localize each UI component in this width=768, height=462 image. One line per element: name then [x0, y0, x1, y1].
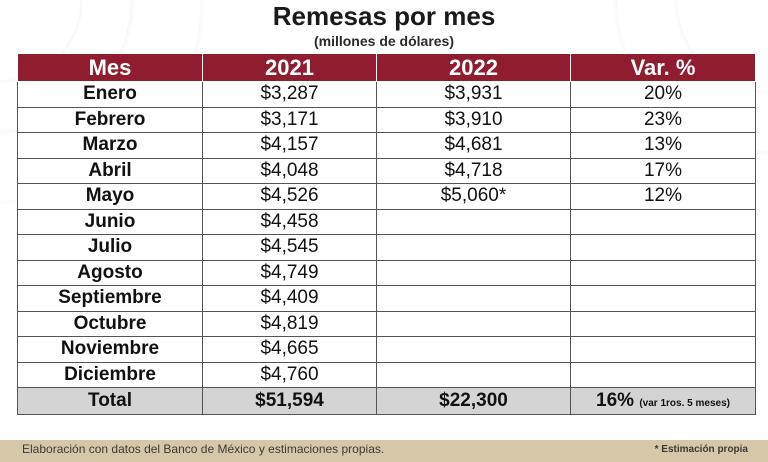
cell-var: 17%	[570, 157, 756, 184]
cell-2022	[376, 285, 571, 312]
page-subtitle: (millones de dólares)	[313, 33, 455, 49]
cell-2022: $3,931	[376, 81, 571, 108]
cell-2021: $4,749	[202, 259, 377, 286]
cell-mes: Junio	[17, 208, 203, 235]
cell-2021: $4,458	[202, 208, 377, 235]
table-row: Octubre $4,819	[17, 310, 756, 337]
cell-2022	[376, 336, 571, 363]
cell-2022	[376, 208, 571, 235]
cell-2022: $4,681	[376, 132, 571, 159]
total-2022: $22,300	[376, 387, 571, 415]
cell-mes: Diciembre	[17, 361, 203, 388]
remittances-table: Mes 2021 2022 Var. % Enero $3,287 $3,931 20…	[17, 53, 756, 415]
table-row: Septiembre $4,409	[17, 285, 756, 312]
table-row: Agosto $4,749	[17, 259, 756, 286]
cell-2021: $4,760	[202, 361, 377, 388]
cell-2022: $3,910	[376, 106, 571, 133]
cell-var: 13%	[570, 132, 756, 159]
cell-2021: $4,665	[202, 336, 377, 363]
total-var-cell: 16% (var 1ros. 5 meses)	[570, 387, 756, 415]
cell-var	[570, 285, 756, 312]
cell-2022	[376, 234, 571, 261]
cell-2021: $4,526	[202, 183, 377, 210]
cell-var: 23%	[570, 106, 756, 133]
cell-mes: Mayo	[17, 183, 203, 210]
cell-2022: $5,060*	[376, 183, 571, 210]
column-header-var: Var. %	[570, 53, 756, 82]
cell-2021: $4,048	[202, 157, 377, 184]
cell-2021: $3,287	[202, 81, 377, 108]
cell-var	[570, 336, 756, 363]
table-body: Enero $3,287 $3,931 20% Febrero $3,171 $3,910 2…	[17, 81, 756, 388]
cell-2021: $4,545	[202, 234, 377, 261]
cell-2021: $4,819	[202, 310, 377, 337]
column-header-2022: 2022	[376, 53, 571, 82]
total-row: Total $51,594 $22,300 16% (var 1ros. 5 m…	[17, 387, 756, 415]
cell-2021: $3,171	[202, 106, 377, 133]
table-row: Mayo $4,526 $5,060* 12%	[17, 183, 756, 210]
cell-var	[570, 208, 756, 235]
cell-mes: Octubre	[17, 310, 203, 337]
cell-var	[570, 361, 756, 388]
table-row: Enero $3,287 $3,931 20%	[17, 81, 756, 108]
total-2021: $51,594	[202, 387, 377, 415]
cell-var	[570, 234, 756, 261]
column-header-mes: Mes	[17, 53, 203, 82]
total-label: Total	[17, 387, 203, 415]
cell-var	[570, 310, 756, 337]
footer-source: Elaboración con datos del Banco de Méxic…	[22, 442, 385, 456]
cell-var: 20%	[570, 81, 756, 108]
footer-note: * Estimación propia	[654, 444, 748, 455]
cell-var: 12%	[570, 183, 756, 210]
total-var: 16%	[596, 390, 635, 411]
page-title: Remesas por mes	[272, 1, 496, 31]
cell-2021: $4,157	[202, 132, 377, 159]
table-header-row: Mes 2021 2022 Var. %	[17, 53, 756, 82]
cell-mes: Septiembre	[17, 285, 203, 312]
table-row: Marzo $4,157 $4,681 13%	[17, 132, 756, 159]
table-row: Julio $4,545	[17, 234, 756, 261]
cell-2022	[376, 259, 571, 286]
cell-2022	[376, 361, 571, 388]
cell-2021: $4,409	[202, 285, 377, 312]
total-var-note: (var 1ros. 5 meses)	[639, 398, 730, 409]
table-row: Junio $4,458	[17, 208, 756, 235]
cell-mes: Febrero	[17, 106, 203, 133]
cell-2022: $4,718	[376, 157, 571, 184]
cell-var	[570, 259, 756, 286]
cell-mes: Abril	[17, 157, 203, 184]
table-row: Abril $4,048 $4,718 17%	[17, 157, 756, 184]
cell-mes: Julio	[17, 234, 203, 261]
column-header-2021: 2021	[202, 53, 377, 82]
table-row: Noviembre $4,665	[17, 336, 756, 363]
cell-mes: Marzo	[17, 132, 203, 159]
cell-2022	[376, 310, 571, 337]
cell-mes: Enero	[17, 81, 203, 108]
footer-bar	[0, 440, 768, 462]
table-row: Diciembre $4,760	[17, 361, 756, 388]
table-row: Febrero $3,171 $3,910 23%	[17, 106, 756, 133]
cell-mes: Noviembre	[17, 336, 203, 363]
cell-mes: Agosto	[17, 259, 203, 286]
